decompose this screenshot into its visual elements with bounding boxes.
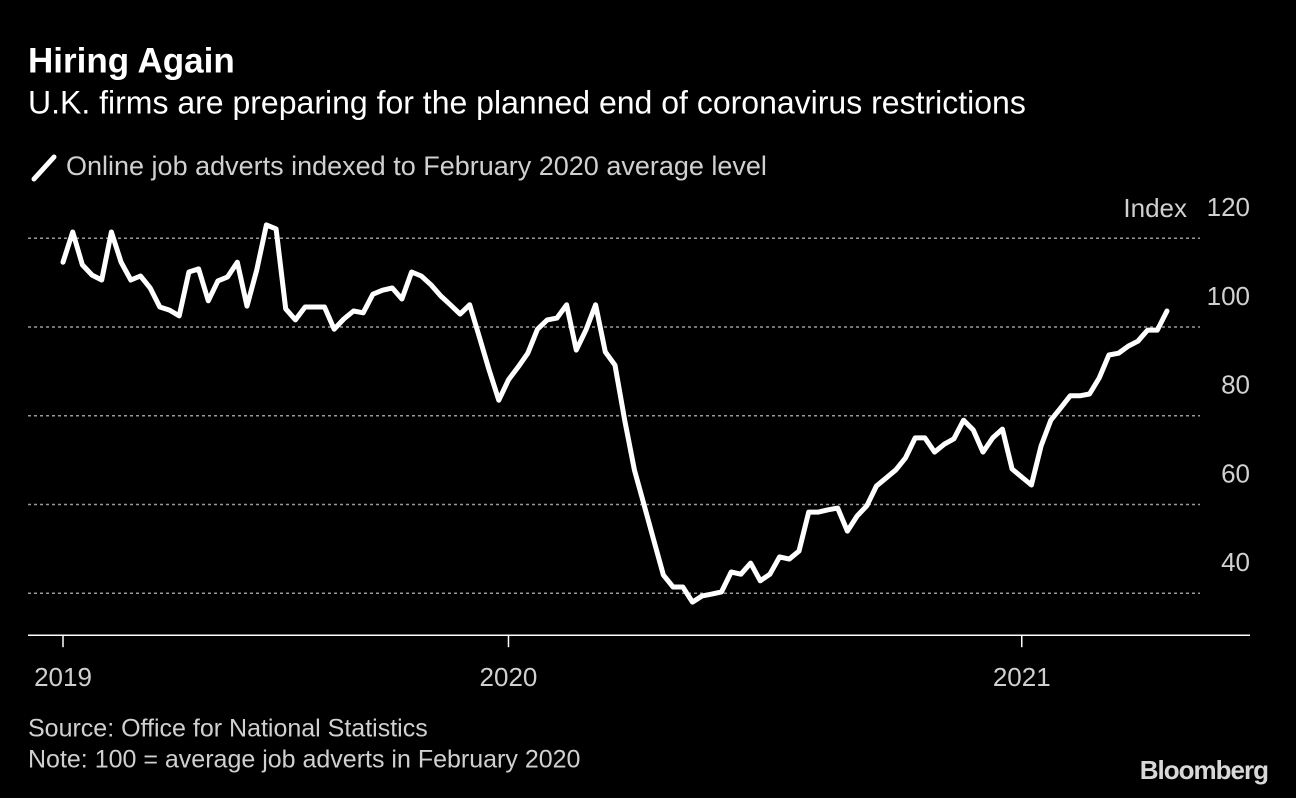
chart-title: Hiring Again	[28, 41, 235, 80]
x-tick-label: 2021	[993, 662, 1051, 692]
x-tick-label: 2020	[480, 662, 538, 692]
legend-label: Online job adverts indexed to February 2…	[66, 151, 767, 181]
y-tick-label: 80	[1221, 370, 1250, 400]
chart-subtitle: U.K. firms are preparing for the planned…	[28, 84, 1026, 120]
line-series	[60, 222, 1170, 605]
source: Source: Office for National Statistics	[28, 715, 428, 743]
y-tick-label: 100	[1207, 281, 1250, 311]
y-tick-label: 60	[1221, 458, 1250, 488]
y-axis-label: Index	[1123, 193, 1187, 223]
y-tick-label: 40	[1221, 547, 1250, 577]
legend-swatch	[31, 154, 57, 182]
brand: Bloomberg	[1140, 755, 1268, 785]
y-tick-label: 120	[1207, 192, 1250, 222]
x-tick-label: 2019	[34, 662, 92, 692]
note: Note: 100 = average job adverts in Febru…	[28, 746, 580, 774]
